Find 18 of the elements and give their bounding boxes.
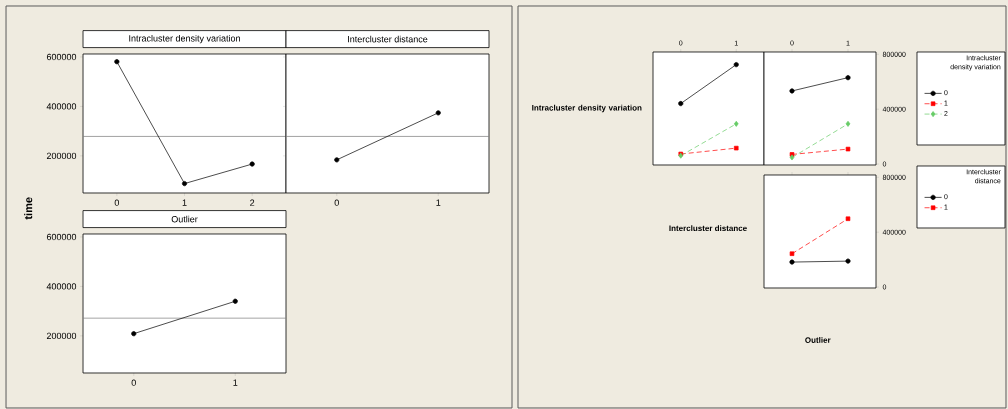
chart-title: Intercluster distance bbox=[348, 35, 428, 43]
x-axis-title: Outlier bbox=[805, 337, 831, 343]
x-tick-label: 0 bbox=[334, 199, 339, 206]
y-tick-label: 600000 bbox=[46, 53, 77, 61]
x-tick-label: 1 bbox=[436, 199, 441, 206]
chart-title: Intracluster density variation bbox=[129, 34, 240, 44]
y-tick-label: 200000 bbox=[46, 152, 77, 160]
x-tick-label: 1 bbox=[182, 199, 187, 206]
y-axis-title: Intercluster distance bbox=[669, 225, 747, 232]
y-tick-label: 400000 bbox=[46, 103, 77, 110]
y-axis-title: Intracluster density variation bbox=[532, 104, 642, 113]
x-tick-label: 2 bbox=[250, 199, 255, 206]
y-tick-label: 600000 bbox=[46, 233, 77, 241]
x-tick-label: 0 bbox=[114, 199, 120, 206]
y-tick-label: 200000 bbox=[46, 332, 77, 340]
y-tick-label: 400000 bbox=[46, 283, 77, 290]
y-axis-title: time bbox=[24, 197, 33, 220]
chart-title: Outlier bbox=[171, 215, 198, 223]
